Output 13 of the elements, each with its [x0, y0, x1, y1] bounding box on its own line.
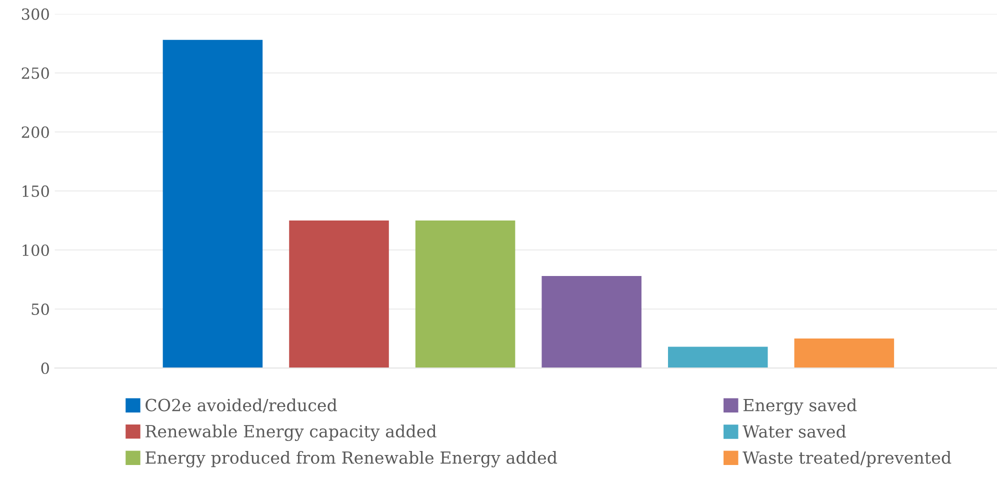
y-tick-label: 300 — [22, 8, 49, 20]
legend-label: Waste treated/prevented — [742, 451, 952, 468]
y-tick-label: 0 — [41, 362, 49, 374]
y-tick-label: 200 — [22, 126, 49, 138]
legend-label: CO2e avoided/reduced — [146, 398, 337, 413]
y-tick-label: 250 — [22, 67, 49, 79]
legend-label: Energy saved — [743, 398, 857, 415]
y-tick-label: 150 — [22, 185, 49, 197]
y-tick-label: 100 — [22, 244, 49, 256]
legend-label: Energy produced from Renewable Energy added — [146, 451, 558, 468]
legend-label: Water saved — [742, 424, 846, 438]
y-tick-label: 50 — [32, 303, 49, 316]
legend-label: Renewable Energy capacity added — [146, 424, 436, 442]
